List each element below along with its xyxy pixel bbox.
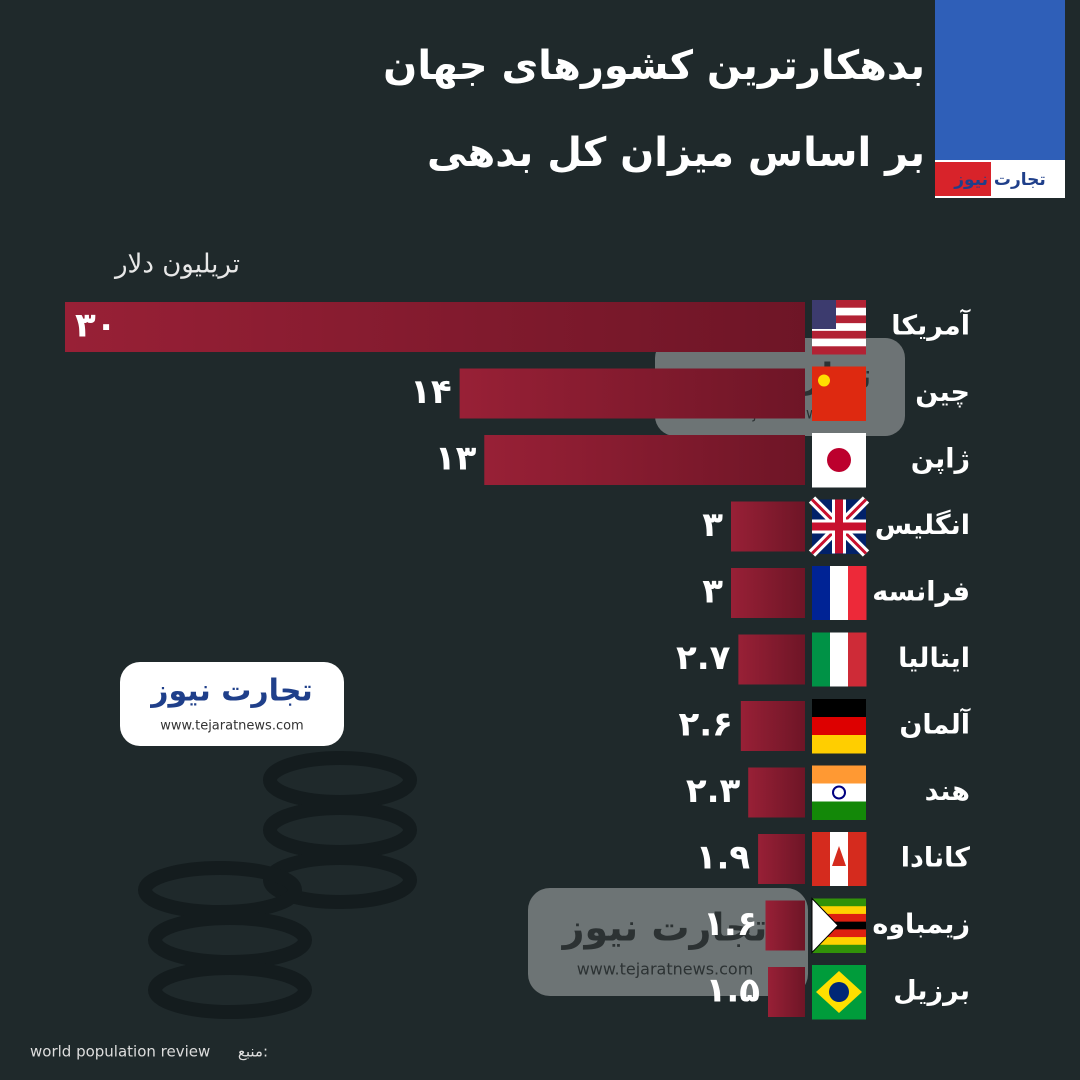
flag-wheel bbox=[832, 785, 846, 800]
flag-stripe bbox=[812, 937, 866, 946]
flag-stripe bbox=[812, 929, 866, 938]
flag-stripe bbox=[812, 307, 866, 316]
category-label: هند bbox=[925, 776, 970, 807]
flag bbox=[812, 699, 866, 754]
bar-shade bbox=[738, 634, 805, 685]
flag-stripe bbox=[812, 300, 866, 309]
flag bbox=[812, 765, 866, 820]
value-label: ۳ bbox=[702, 505, 723, 545]
bar-shade bbox=[740, 701, 805, 751]
flag-stripe bbox=[812, 699, 866, 718]
flag-stripe bbox=[848, 632, 867, 687]
value-label: ۱۴ bbox=[410, 372, 452, 412]
flag-stripe bbox=[812, 315, 866, 324]
flag-stripe bbox=[812, 801, 866, 820]
flag-stripe bbox=[812, 921, 866, 930]
bar-shade bbox=[758, 834, 805, 884]
chart-subtitle: بر اساس میزان کل بدهی bbox=[427, 130, 925, 176]
flag-stripe bbox=[812, 898, 866, 907]
chart-title: بدهکارترین کشورهای جهان bbox=[383, 43, 925, 89]
flag-stripe bbox=[812, 330, 866, 340]
category-label: آمریکا bbox=[891, 309, 970, 342]
category-label: آلمان bbox=[899, 708, 970, 741]
flag bbox=[811, 897, 866, 954]
coins-decoration bbox=[138, 751, 417, 1019]
flag-stripe bbox=[812, 323, 866, 332]
value-label: ۳ bbox=[702, 572, 723, 612]
watermark-box bbox=[528, 888, 808, 996]
flag-star bbox=[818, 374, 830, 387]
flag-stripe bbox=[830, 566, 849, 620]
value-label: ۱.۹ bbox=[696, 838, 751, 878]
category-label: فرانسه bbox=[872, 577, 970, 608]
logo-badge bbox=[120, 662, 344, 746]
flag-leaf bbox=[832, 846, 846, 866]
category-label: انگلیس bbox=[875, 509, 970, 541]
flag-stripe bbox=[812, 906, 866, 915]
bar-shade bbox=[731, 568, 805, 618]
bar-shade bbox=[484, 435, 805, 485]
flag bbox=[812, 566, 867, 620]
watermark-name: تجارت نیوز bbox=[561, 906, 768, 950]
value-label: ۳۰ bbox=[75, 306, 117, 346]
flag bbox=[812, 965, 866, 1020]
watermark: تجارت نیوز www.tejaratnews.com bbox=[528, 888, 808, 996]
category-label: زیمباوه bbox=[872, 909, 970, 940]
value-label: ۱.۶ bbox=[703, 904, 757, 944]
watermark-url: www.tejaratnews.com bbox=[577, 960, 754, 979]
category-label: ایتالیا bbox=[898, 643, 970, 674]
category-label: کانادا bbox=[901, 843, 971, 874]
value-label: ۲.۳ bbox=[686, 771, 741, 811]
value-label: ۱۳ bbox=[435, 439, 477, 479]
bar-shade bbox=[765, 900, 805, 951]
flag-stripe bbox=[812, 783, 866, 802]
flag-stripe bbox=[812, 566, 831, 620]
source: world population review bbox=[30, 1043, 210, 1061]
flag-stripe bbox=[812, 913, 866, 923]
flag-canton bbox=[812, 300, 836, 329]
flag-stripe bbox=[830, 632, 849, 687]
bar-shade bbox=[65, 302, 805, 352]
bar-shade bbox=[768, 967, 805, 1017]
flag-triangle bbox=[811, 897, 839, 954]
bar-shade bbox=[459, 368, 805, 419]
value-label: ۲.۷ bbox=[676, 638, 731, 678]
flag-disc bbox=[827, 448, 851, 472]
flag bbox=[812, 366, 866, 421]
brand-logo-red bbox=[935, 162, 991, 196]
flag bbox=[812, 632, 867, 687]
brand-logo-text: تجارت نیوز bbox=[953, 170, 1046, 190]
flag-stripe bbox=[812, 632, 831, 687]
flag-globe bbox=[829, 982, 849, 1002]
logo-name: تجارت نیوز bbox=[149, 674, 313, 709]
source-label: منبع: bbox=[238, 1043, 268, 1061]
flag-cross bbox=[812, 499, 866, 554]
flag bbox=[812, 433, 866, 488]
flag-stripe bbox=[812, 366, 866, 421]
flag bbox=[808, 496, 870, 557]
flag-stripe bbox=[848, 566, 867, 620]
value-label: ۱.۵ bbox=[706, 971, 760, 1011]
flag bbox=[812, 300, 866, 355]
bar-shade bbox=[731, 501, 805, 552]
flag bbox=[812, 832, 867, 886]
unit-label: تریلیون دلار bbox=[113, 250, 240, 280]
category-label: برزیل bbox=[893, 976, 970, 1007]
flag-stripe bbox=[812, 717, 866, 736]
flag-stripe bbox=[812, 765, 866, 784]
flag-stripe bbox=[812, 346, 866, 355]
flag-stripe bbox=[812, 735, 866, 754]
flag-stripe bbox=[848, 832, 867, 886]
category-label: چین bbox=[915, 377, 970, 408]
logo-url: www.tejaratnews.com bbox=[160, 719, 303, 734]
flag-stripe bbox=[812, 338, 866, 347]
category-label: ژاپن bbox=[911, 444, 970, 475]
value-label: ۲.۶ bbox=[678, 705, 732, 745]
bar-shade bbox=[748, 767, 805, 818]
flag-stripe bbox=[812, 832, 831, 886]
flag-stripe bbox=[812, 944, 866, 953]
